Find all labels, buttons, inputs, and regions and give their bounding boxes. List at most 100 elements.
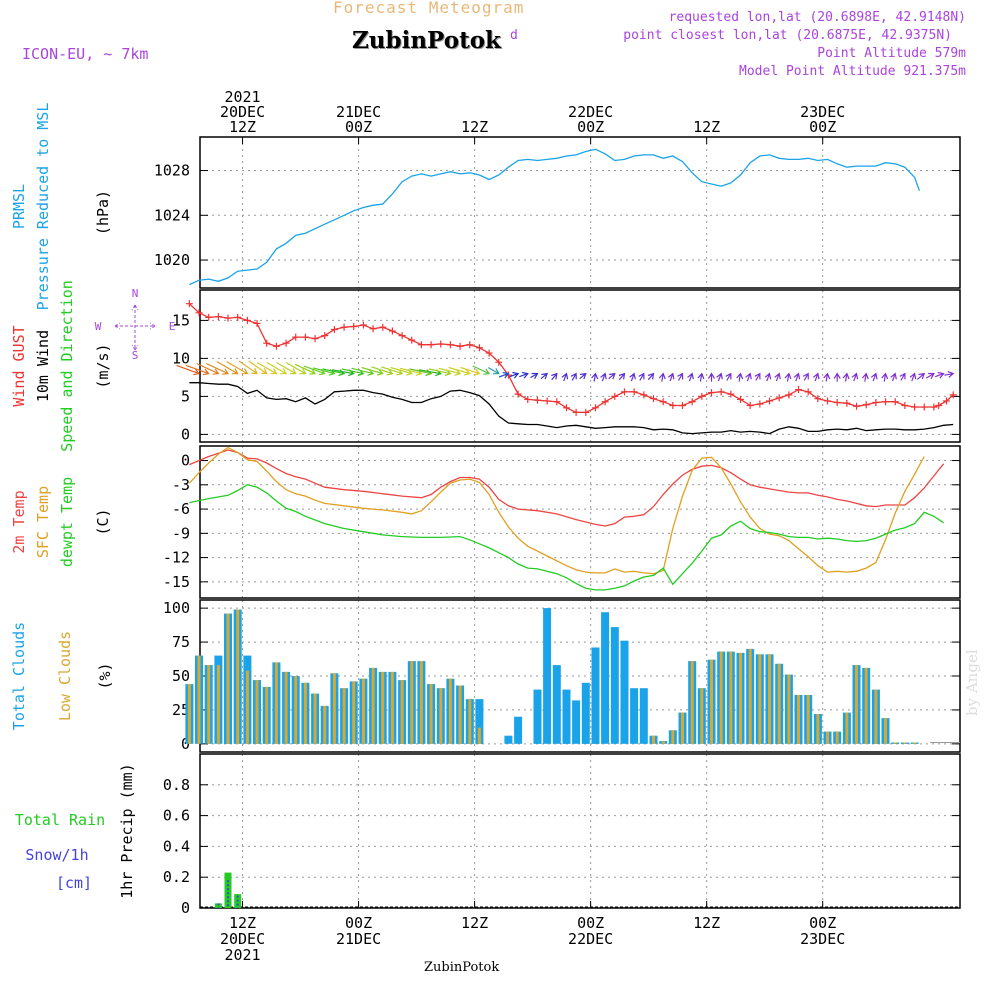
- bottom-time-label: 23DEC: [800, 930, 845, 948]
- wind-arrow: [647, 372, 655, 381]
- chart-title: Forecast Meteogram: [333, 0, 525, 17]
- gust-point: [292, 333, 300, 341]
- wind-arrow: [716, 372, 723, 382]
- gust-point: [408, 336, 416, 344]
- y-tick-label: 50: [172, 667, 190, 685]
- compass-west: W: [95, 320, 102, 333]
- gust-point: [601, 398, 609, 406]
- low-cloud-bar: [777, 663, 781, 744]
- low-cloud-bar: [652, 735, 655, 744]
- low-cloud-bar: [216, 665, 220, 744]
- wind-arrow: [899, 372, 906, 381]
- wind-arrow: [764, 372, 772, 382]
- y-tick-label: 75: [172, 633, 190, 651]
- footer-station: ZubinPotok: [424, 960, 500, 975]
- low-cloud-bar: [226, 613, 230, 744]
- wind-arrow: [438, 367, 462, 376]
- gust-point: [553, 398, 561, 406]
- gust-point: [930, 403, 938, 411]
- low-cloud-bar: [245, 670, 249, 744]
- series-temp: [189, 449, 945, 527]
- gust-point: [737, 395, 745, 403]
- gust-point: [369, 325, 377, 333]
- gust-point: [843, 399, 851, 407]
- bottom-time-label: 2021: [224, 946, 260, 964]
- low-cloud-bar: [690, 661, 694, 744]
- axis-label-temperature-1: SFC Temp: [34, 486, 52, 558]
- total-cloud-bar: [581, 682, 590, 744]
- low-cloud-bar: [410, 661, 414, 744]
- low-cloud-bar: [448, 678, 452, 744]
- wind-arrow: [488, 367, 500, 375]
- requested-coords: requested lon,lat (20.6898E, 42.9148N): [668, 10, 966, 25]
- gust-point: [543, 397, 551, 405]
- bottom-time-label: 12Z: [229, 914, 256, 932]
- low-cloud-bar: [845, 712, 849, 744]
- precip-label-rain: Total Rain: [15, 811, 105, 829]
- wind-arrow: [870, 372, 878, 382]
- low-cloud-bar: [816, 714, 820, 744]
- rain-bar: [224, 872, 232, 908]
- gust-point: [901, 402, 909, 410]
- gust-point: [882, 398, 890, 406]
- wind-arrow: [916, 372, 926, 380]
- low-cloud-bar: [429, 684, 433, 744]
- y-tick-label: -6: [172, 500, 190, 518]
- gust-point: [949, 391, 957, 399]
- low-cloud-bar: [371, 667, 375, 744]
- wind-arrow: [540, 372, 548, 380]
- gust-point: [853, 402, 861, 410]
- precip-axis-label: 1hr Precip (mm): [118, 763, 136, 898]
- point-altitude: Point Altitude 579m: [817, 46, 966, 61]
- wind-arrow: [257, 362, 278, 375]
- axis-label-pressure-1: Pressure Reduced to MSL: [34, 103, 52, 311]
- low-cloud-bar: [835, 731, 839, 744]
- low-cloud-bar: [661, 741, 665, 744]
- y-tick-label: 10: [172, 349, 190, 367]
- wind-arrow: [276, 362, 297, 375]
- axis-label-wind-3: (m/s): [94, 343, 112, 388]
- low-cloud-bar: [197, 655, 201, 744]
- gust-point: [766, 397, 774, 405]
- gust-point: [572, 408, 580, 416]
- low-cloud-bar: [874, 689, 878, 744]
- panel-precip: 0 0.2 0.4 0.6 0.8 Total Rain Snow/1h [cm] 1hr Pr…: [15, 753, 961, 917]
- gust-point: [359, 321, 367, 329]
- y-tick-label: -15: [163, 573, 190, 591]
- gust-point: [891, 398, 899, 406]
- wind-arrow: [361, 366, 384, 376]
- low-cloud-bar: [797, 695, 800, 744]
- panel-temperature: 0 -3 -6 -9 -12 -15 2m Temp SFC Temp dewpt Temp (C…: [10, 445, 961, 599]
- y-tick-label: 1024: [154, 206, 190, 224]
- axis-label-temperature-2: dewpt Temp: [58, 477, 76, 567]
- precip-label-snow: Snow/1h: [25, 846, 88, 864]
- low-cloud-bar: [284, 671, 288, 744]
- gust-point: [417, 341, 425, 349]
- gust-point: [388, 327, 396, 335]
- low-cloud-bar: [477, 727, 481, 744]
- total-cloud-bar: [620, 640, 629, 744]
- gust-point: [942, 397, 950, 405]
- wind-arrow: [472, 365, 491, 375]
- gust-point: [514, 390, 522, 398]
- gust-point: [920, 403, 928, 411]
- axis-label-pressure-0: PRMSL: [10, 184, 28, 229]
- gust-point: [301, 333, 309, 341]
- wind-arrow: [793, 372, 801, 382]
- series-sfc_temp: [188, 446, 925, 575]
- gust-point: [727, 390, 735, 398]
- gust-point: [272, 342, 280, 350]
- gust-point: [321, 332, 329, 340]
- gust-point: [611, 392, 619, 400]
- bottom-time-label: 00Z: [345, 914, 372, 932]
- total-cloud-bar: [639, 688, 648, 744]
- gust-point: [224, 314, 232, 322]
- gust-point: [243, 316, 251, 324]
- model-point-altitude: Model Point Altitude 921.375m: [739, 64, 966, 79]
- low-cloud-bar: [671, 730, 675, 744]
- wind-arrow: [371, 366, 394, 376]
- compass-north: N: [132, 287, 139, 300]
- total-cloud-bar: [601, 612, 610, 744]
- panel-wind: 0 5 10 15 N S W E Wind GUST 10m Wind Speed and Dir…: [10, 280, 961, 452]
- gust-point: [862, 401, 870, 409]
